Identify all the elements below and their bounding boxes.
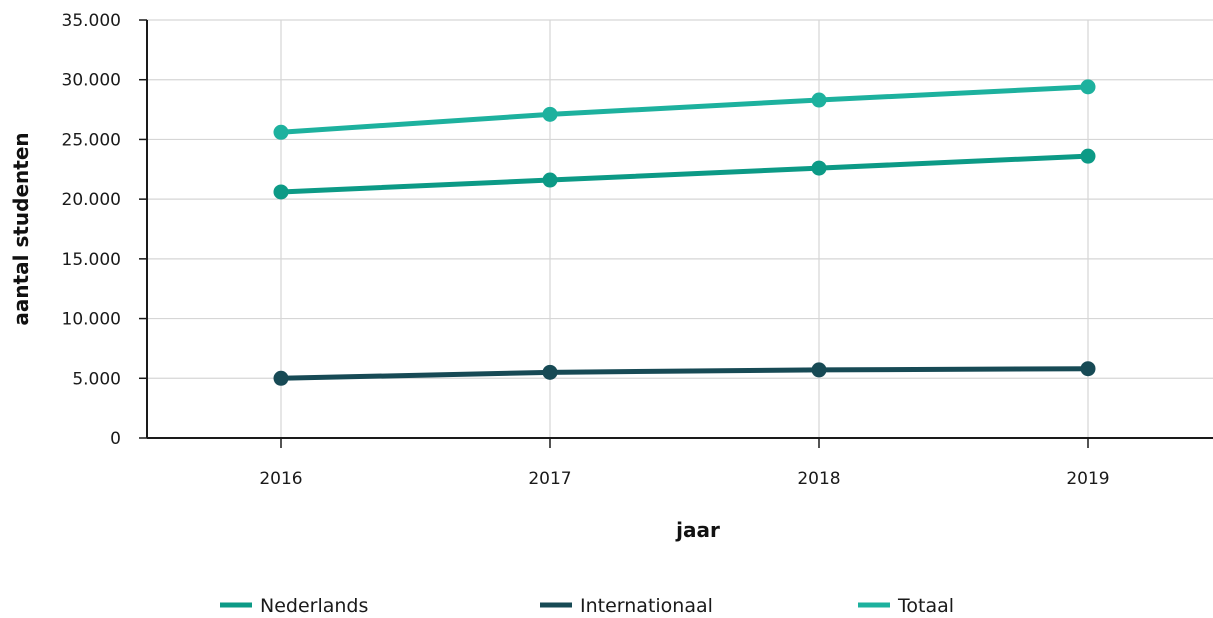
- x-tick-labels: 2016 2017 2018 2019: [259, 438, 1109, 489]
- x-axis-title: jaar: [675, 518, 720, 542]
- data-point: [543, 173, 558, 188]
- series-line: [281, 156, 1088, 192]
- series-nederlands: [274, 149, 1096, 200]
- y-tick-label: 25.000: [62, 130, 121, 150]
- series-lines: [274, 79, 1096, 385]
- data-point: [274, 184, 289, 199]
- data-point: [812, 93, 827, 108]
- legend: Nederlands Internationaal Totaal: [220, 595, 954, 617]
- x-tick-label: 2019: [1066, 469, 1109, 489]
- y-tick-labels: 0 5.000 10.000 15.000 20.000 25.000 30.000 35.0…: [62, 11, 147, 449]
- series-internationaal: [274, 361, 1096, 386]
- y-tick-label: 10.000: [62, 310, 121, 330]
- y-tick-label: 30.000: [62, 71, 121, 91]
- data-point: [812, 161, 827, 176]
- legend-item: Internationaal: [540, 595, 713, 617]
- x-tick-label: 2017: [528, 469, 571, 489]
- data-point: [1081, 79, 1096, 94]
- y-tick-label: 0: [110, 429, 121, 449]
- data-point: [1081, 149, 1096, 164]
- legend-item: Nederlands: [220, 595, 368, 617]
- data-point: [812, 362, 827, 377]
- y-axis-title: aantal studenten: [9, 132, 33, 325]
- data-point: [543, 107, 558, 122]
- data-point: [274, 125, 289, 140]
- y-tick-label: 35.000: [62, 11, 121, 31]
- series-line: [281, 369, 1088, 379]
- data-point: [274, 371, 289, 386]
- legend-item: Totaal: [858, 595, 954, 617]
- legend-label: Totaal: [897, 595, 954, 617]
- data-point: [1081, 361, 1096, 376]
- x-tick-label: 2018: [797, 469, 840, 489]
- series-line: [281, 87, 1088, 132]
- x-tick-label: 2016: [259, 469, 302, 489]
- data-point: [543, 365, 558, 380]
- y-tick-label: 5.000: [72, 369, 121, 389]
- legend-label: Nederlands: [260, 595, 368, 617]
- series-totaal: [274, 79, 1096, 139]
- y-tick-label: 20.000: [62, 190, 121, 210]
- legend-label: Internationaal: [580, 595, 713, 617]
- y-tick-label: 15.000: [62, 250, 121, 270]
